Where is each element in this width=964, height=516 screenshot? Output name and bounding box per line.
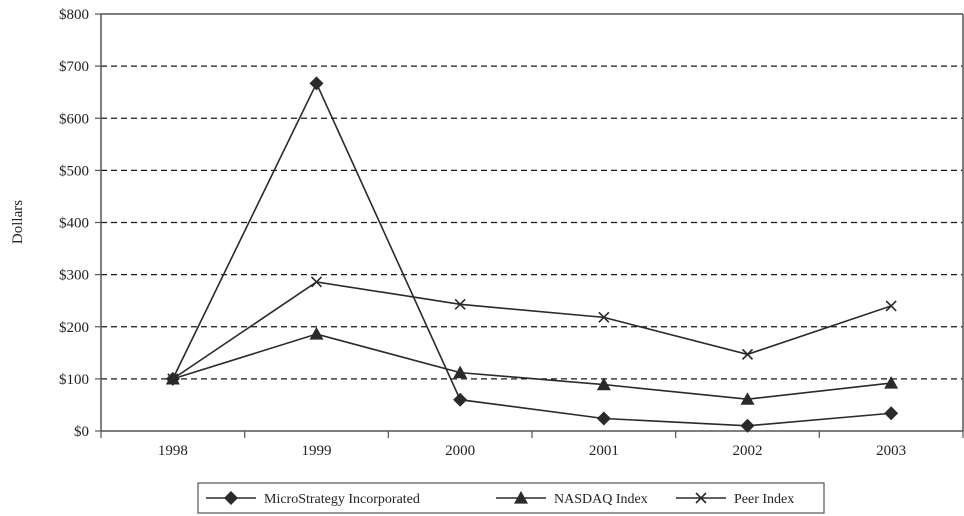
data-point	[884, 406, 899, 421]
data-point	[885, 300, 897, 312]
data-point	[310, 276, 323, 288]
legend-item: MicroStrategy Incorporated	[206, 491, 420, 507]
y-tick-labels: $0 $100 $200 $300 $400 $500 $600 $700 $800	[59, 7, 89, 440]
legend-marker	[514, 491, 528, 504]
data-point	[453, 392, 468, 407]
y-tick-label: $400	[59, 216, 89, 232]
legend-item: NASDAQ Index	[496, 491, 648, 507]
data-point	[309, 76, 324, 91]
y-tick-label: $800	[59, 7, 89, 23]
legend: MicroStrategy Incorporated NASDAQ Index Pe…	[197, 482, 825, 514]
data-point	[740, 418, 755, 433]
legend-label: MicroStrategy Incorporated	[264, 492, 420, 507]
data-point	[740, 392, 755, 405]
data-point	[454, 298, 466, 310]
y-tick-label: $0	[74, 424, 89, 440]
y-tick-label: $700	[59, 59, 89, 75]
y-tick-label: $200	[59, 320, 89, 336]
y-axis-title: Dollars	[10, 200, 26, 244]
x-tick-label: 1998	[158, 443, 188, 459]
x-tick-labels: 1998 1999 2000 2001 2002 2003	[158, 443, 906, 459]
legend-label: NASDAQ Index	[554, 492, 648, 507]
data-point	[596, 411, 611, 426]
x-tick-label: 2000	[445, 443, 475, 459]
legend-marker	[224, 491, 238, 505]
legend-marker	[695, 492, 707, 504]
legend-item: Peer Index	[676, 492, 794, 507]
y-tick-label: $500	[59, 163, 89, 179]
x-tick-label: 1999	[302, 443, 332, 459]
data-point	[453, 365, 468, 379]
series-line	[172, 333, 892, 401]
grid-lines	[101, 65, 963, 380]
data-point	[167, 373, 179, 385]
x-tick-label: 2001	[589, 443, 619, 459]
series-2	[167, 276, 897, 385]
legend-label: Peer Index	[734, 492, 794, 507]
x-tick-label: 2003	[876, 443, 906, 459]
series-line	[172, 281, 892, 380]
series-1	[165, 327, 899, 405]
series-group	[165, 76, 899, 433]
data-point	[741, 348, 754, 360]
series-line	[172, 81, 892, 427]
legend-box	[197, 482, 825, 514]
axes	[95, 13, 964, 438]
y-tick-label: $300	[59, 268, 89, 284]
data-point	[309, 327, 324, 340]
data-point	[598, 311, 610, 323]
data-point	[596, 377, 611, 391]
y-tick-label: $100	[59, 372, 89, 388]
x-tick-label: 2002	[733, 443, 763, 459]
data-point	[884, 376, 899, 389]
y-tick-label: $600	[59, 111, 89, 127]
